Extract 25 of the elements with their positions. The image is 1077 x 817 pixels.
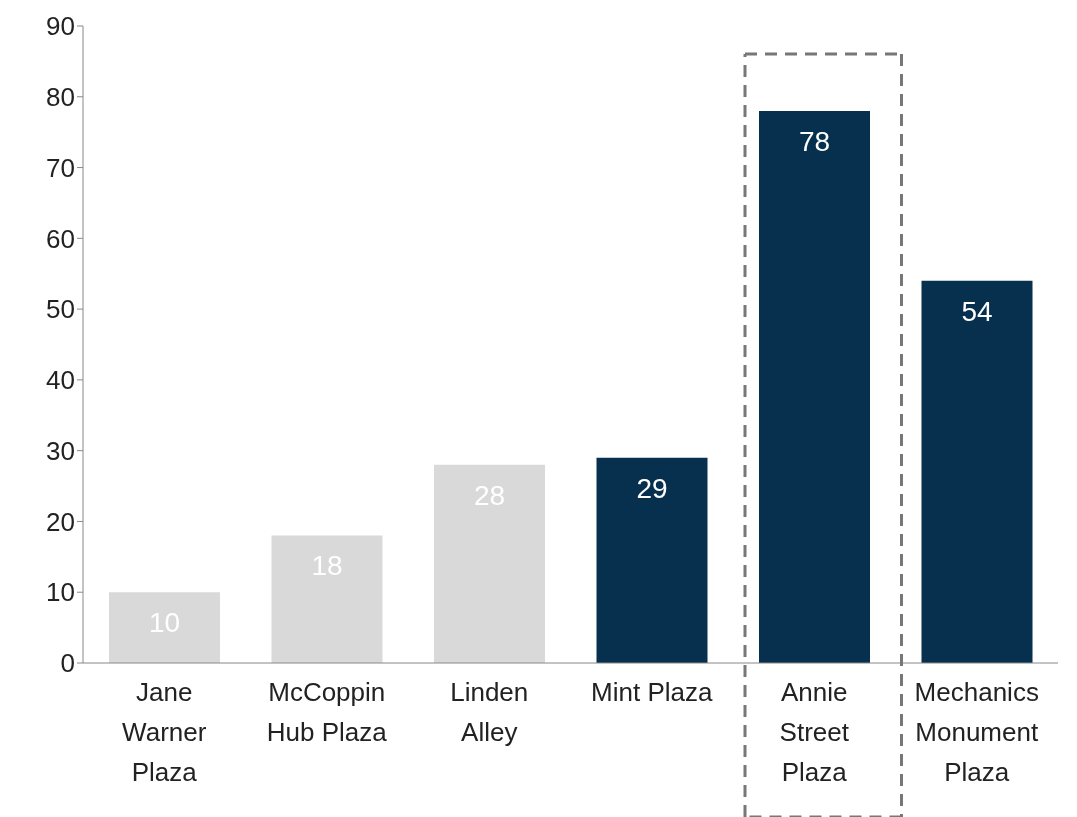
bar [759,110,870,663]
y-tick-label: 40 [46,365,75,396]
x-tick-label: Mechanics Monument Plaza [914,677,1039,787]
data-label: 54 [961,295,993,327]
bar [596,457,708,663]
bar [921,280,1033,663]
y-tick-label: 10 [46,577,75,608]
data-label: 29 [636,472,668,504]
y-tick-label: 60 [46,223,75,254]
bar [434,464,545,663]
x-tick-label: Jane Warner Plaza [122,677,207,787]
y-tick-label: 70 [46,152,75,183]
data-label: 78 [798,125,831,157]
y-tick-label: 30 [46,435,75,466]
bar [109,592,220,663]
y-tick-label: 80 [46,82,75,113]
bar [271,535,383,663]
x-tick-label: Mint Plaza [591,677,713,707]
x-tick-label: Annie Street Plaza [779,677,850,787]
x-tick-label: McCoppin Hub Plaza [266,677,388,747]
x-tick-label: Linden Alley [450,677,529,747]
y-tick-label: 50 [46,294,75,325]
y-tick-label: 90 [46,11,75,42]
y-tick-label: 0 [60,648,75,679]
y-tick-label: 20 [46,506,75,537]
